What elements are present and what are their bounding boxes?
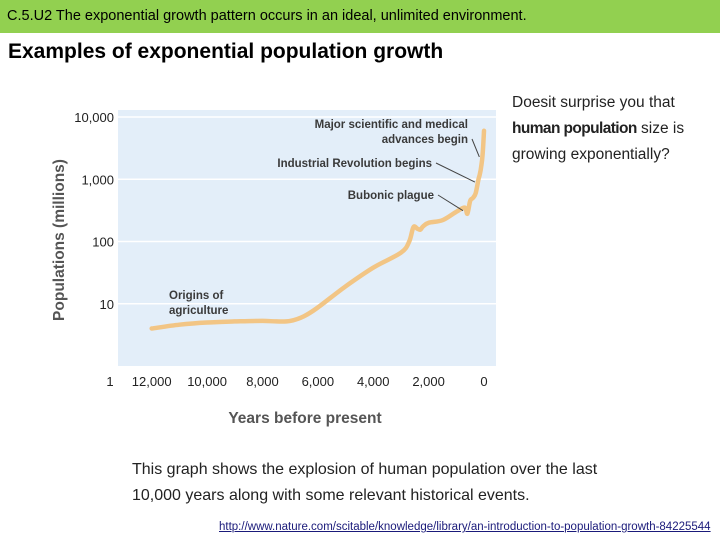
header-banner: C.5.U2 The exponential growth pattern oc… <box>0 0 720 33</box>
annotation-label: Major scientific and medical <box>315 119 468 131</box>
annotation-label: agriculture <box>169 305 228 317</box>
banner-text: C.5.U2 The exponential growth pattern oc… <box>7 8 527 24</box>
side-note-emphasis: human population <box>512 120 637 137</box>
annotation-leader <box>437 194 464 212</box>
source-link[interactable]: http://www.nature.com/scitable/knowledge… <box>219 521 711 533</box>
annotation-label: Industrial Revolution begins <box>277 158 432 170</box>
x-tick-label: 12,000 <box>132 374 172 389</box>
side-note: Doesit surprise you that human populatio… <box>512 90 712 168</box>
x-tick-label: 4,000 <box>357 374 390 389</box>
x-tick-label: 10,000 <box>187 374 227 389</box>
side-note-text: Doesit surprise you that <box>512 94 675 111</box>
y-tick-label: 1,000 <box>81 172 114 187</box>
annotation-leader <box>471 138 480 158</box>
x-tick-label: 2,000 <box>412 374 445 389</box>
caption: This graph shows the explosion of human … <box>132 461 598 504</box>
x-axis-label: Years before present <box>228 410 381 427</box>
y-axis-label: Populations (millions) <box>51 159 68 321</box>
annotation-label: advances begin <box>382 134 468 146</box>
annotation-label: Origins of <box>169 290 223 302</box>
annotation-leader <box>435 162 476 183</box>
side-note-text-end: size is growing exponentially? <box>512 120 685 163</box>
page-title: Examples of exponential population growt… <box>8 40 444 63</box>
x-tick-label: 8,000 <box>246 374 279 389</box>
y-tick-label: 10 <box>100 297 114 312</box>
y-tick-label: 100 <box>92 235 114 250</box>
x-tick-label: 0 <box>480 374 487 389</box>
y-tick-label: 10,000 <box>74 110 114 125</box>
population-line <box>149 128 487 331</box>
origin-tick-label: 1 <box>106 374 113 389</box>
plot-area <box>118 110 496 366</box>
annotation-label: Bubonic plague <box>348 190 434 202</box>
x-tick-label: 6,000 <box>302 374 335 389</box>
